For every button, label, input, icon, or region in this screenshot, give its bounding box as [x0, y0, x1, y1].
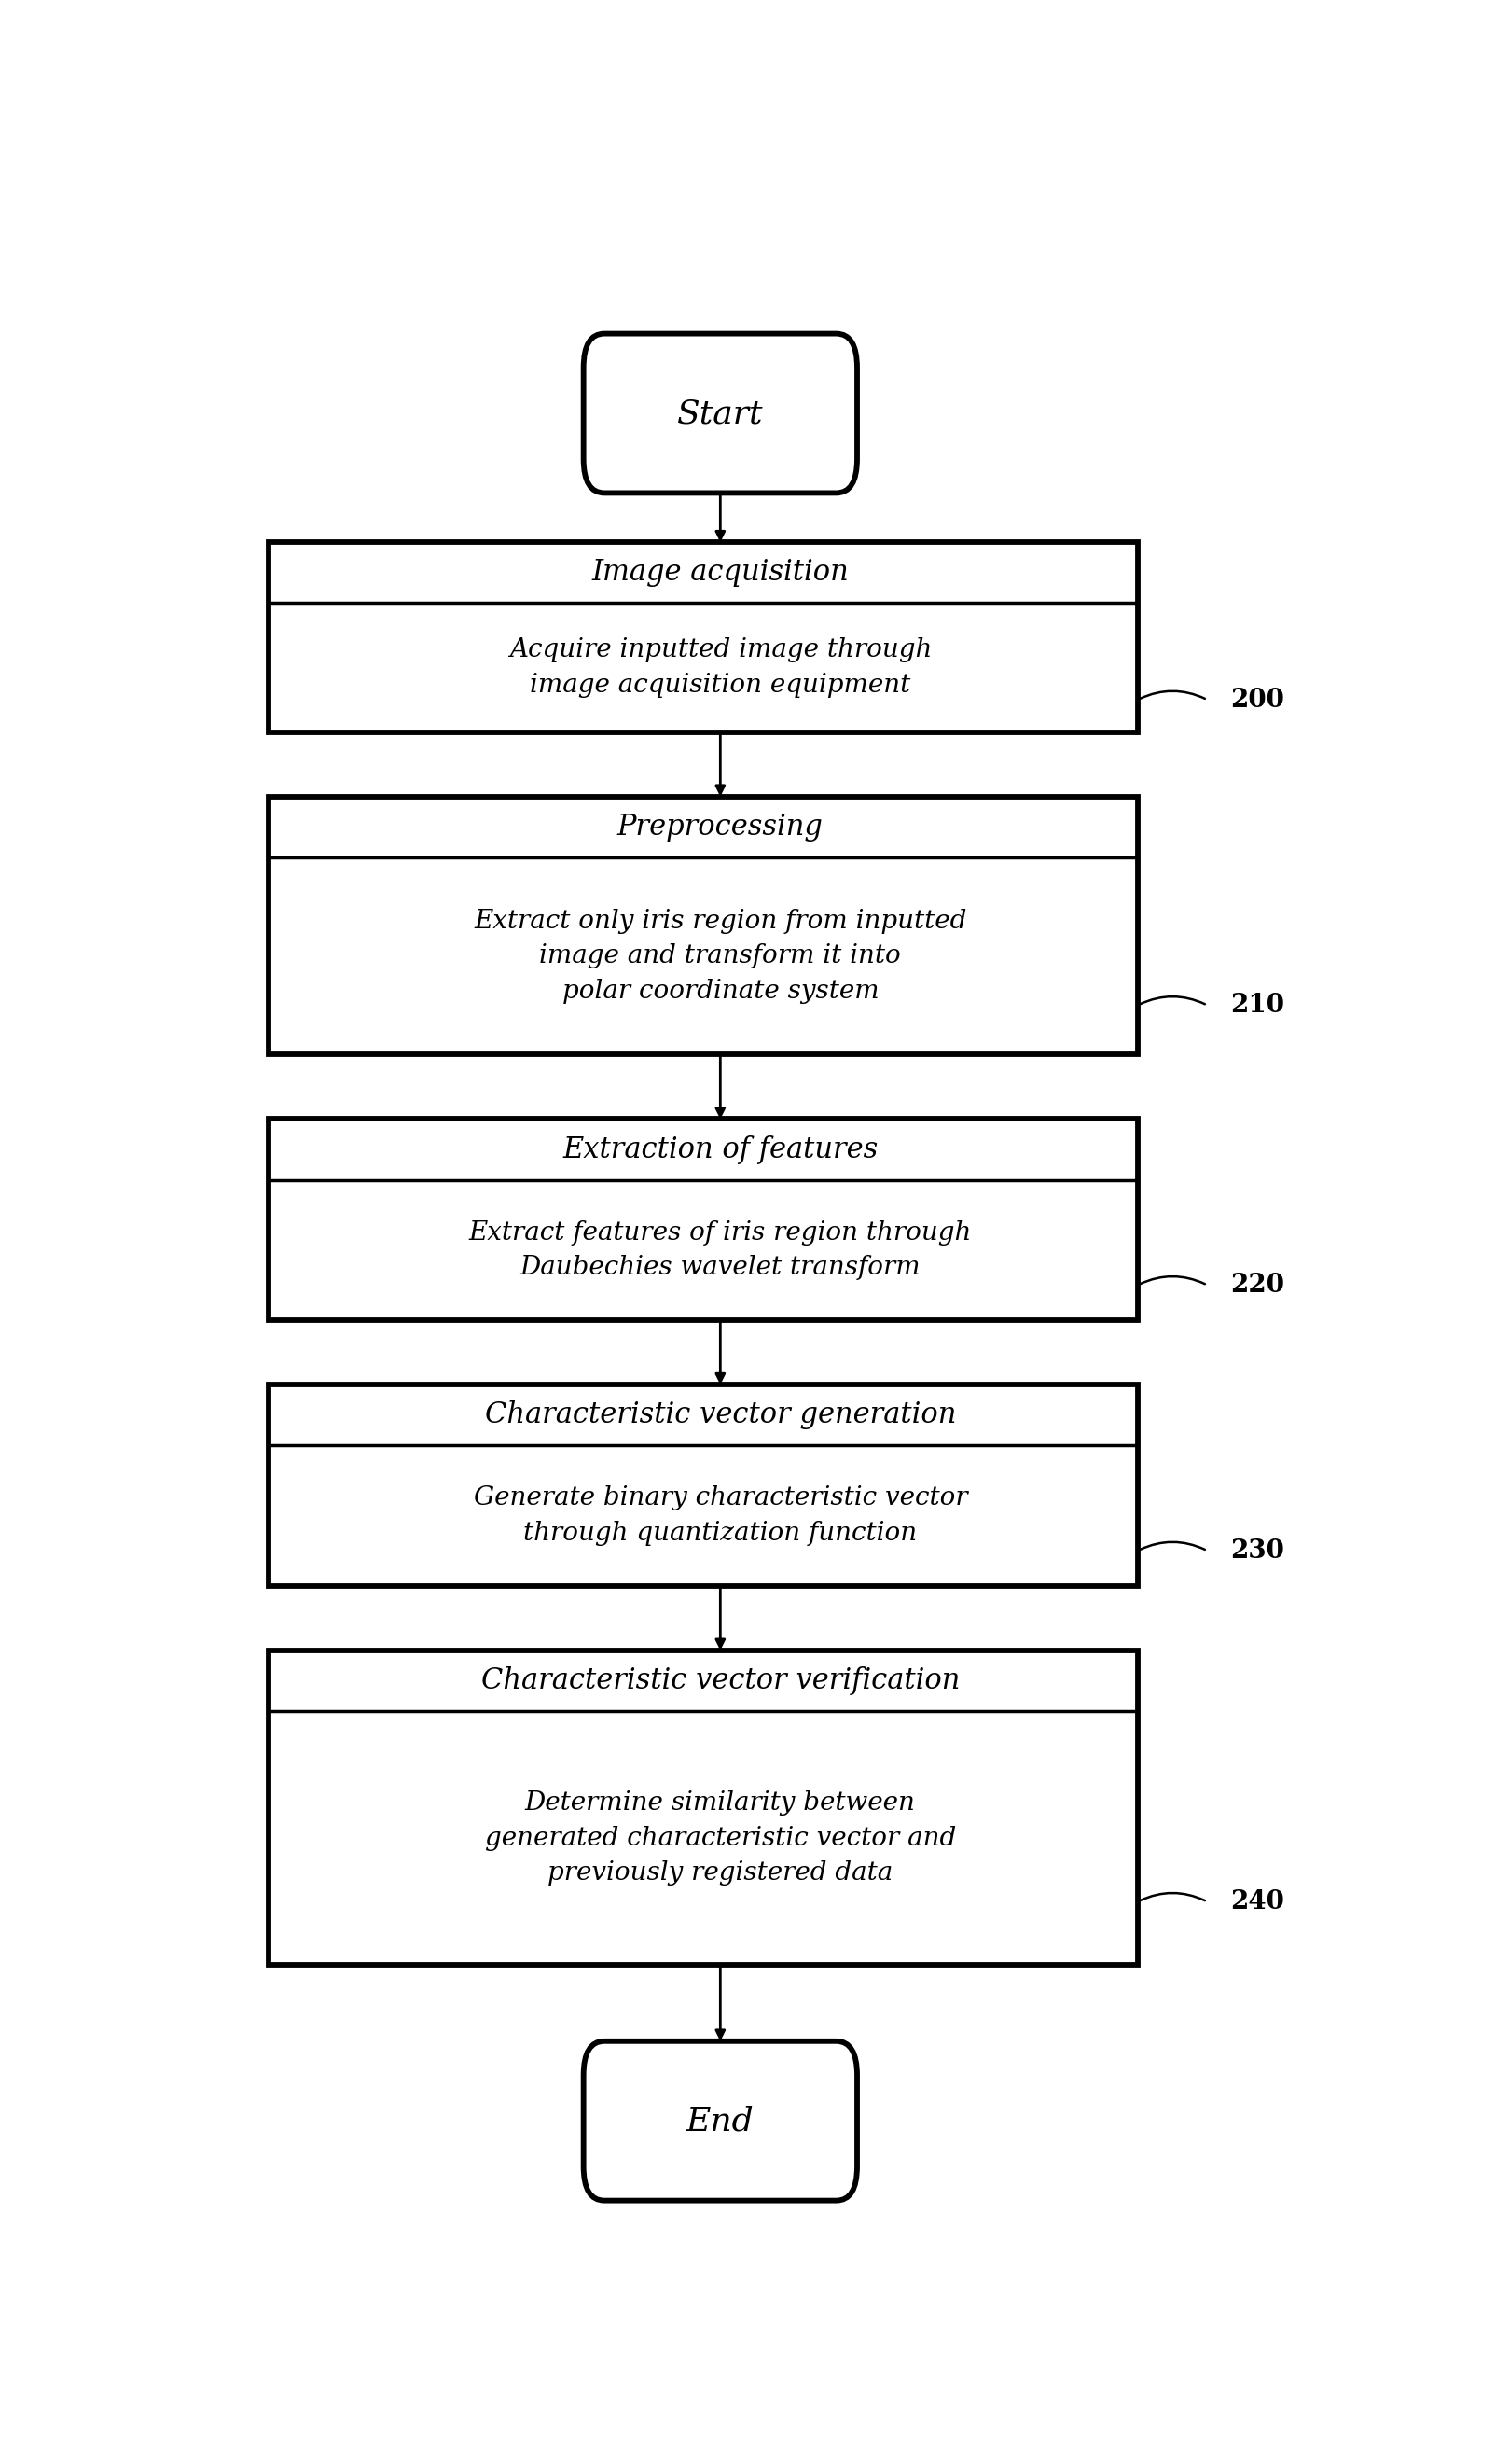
Text: 210: 210: [1231, 993, 1285, 1018]
Text: 240: 240: [1231, 1890, 1285, 1915]
Text: End: End: [687, 2104, 754, 2136]
Text: Extract features of iris region through
Daubechies wavelet transform: Extract features of iris region through …: [468, 1220, 972, 1281]
Bar: [268, 1651, 1138, 1966]
Text: Acquire inputted image through
image acquisition equipment: Acquire inputted image through image acq…: [509, 638, 932, 697]
Bar: [268, 542, 1138, 732]
FancyBboxPatch shape: [583, 333, 857, 493]
Bar: [268, 796, 1138, 1055]
FancyBboxPatch shape: [583, 2040, 857, 2200]
Bar: [268, 1119, 1138, 1321]
Text: Characteristic vector verification: Characteristic vector verification: [480, 1666, 960, 1695]
Text: Start: Start: [678, 397, 763, 429]
Text: Determine similarity between
generated characteristic vector and
previously regi: Determine similarity between generated c…: [485, 1791, 956, 1885]
Text: Image acquisition: Image acquisition: [592, 559, 848, 586]
Text: Extraction of features: Extraction of features: [562, 1136, 878, 1163]
Text: Preprocessing: Preprocessing: [618, 813, 823, 840]
Text: Extract only iris region from inputted
image and transform it into
polar coordin: Extract only iris region from inputted i…: [474, 909, 966, 1003]
Bar: [268, 1385, 1138, 1587]
Text: 230: 230: [1231, 1538, 1285, 1562]
Text: Generate binary characteristic vector
through quantization function: Generate binary characteristic vector th…: [473, 1486, 968, 1545]
Text: Characteristic vector generation: Characteristic vector generation: [485, 1400, 956, 1429]
Text: 220: 220: [1231, 1271, 1285, 1299]
Text: 200: 200: [1231, 687, 1285, 712]
